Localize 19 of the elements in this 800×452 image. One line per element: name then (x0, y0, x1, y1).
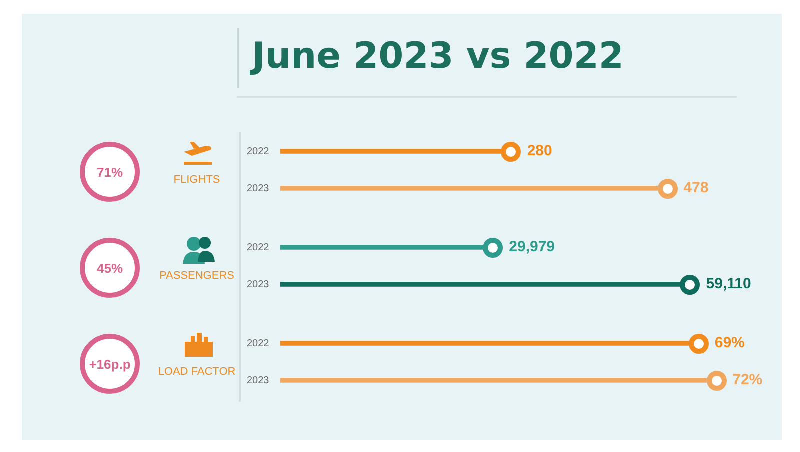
text: 71% (80, 142, 140, 202)
text: +16p.p (80, 334, 140, 394)
y-axis-title: FLIGHTS (172, 174, 222, 186)
text: 45% (80, 238, 140, 298)
text: June 2023 vs 2022 (252, 36, 624, 77)
y-tick-label: 2022 (246, 338, 270, 350)
y-tick-label: 2023 (246, 183, 270, 194)
y-axis-title: PASSENGERS (158, 270, 236, 282)
data-label: 72% (732, 372, 763, 389)
y-tick-label: 2022 (246, 242, 270, 254)
y-tick-label: 2023 (246, 375, 270, 386)
y-axis-title: LOAD FACTOR (157, 366, 237, 378)
y-tick-label: 2023 (246, 279, 270, 290)
data-label: 59,110 (706, 276, 752, 293)
data-label: 29,979 (509, 238, 556, 256)
y-tick-label: 2022 (246, 146, 270, 158)
data-label: 69% (714, 334, 745, 352)
data-label: 280 (527, 142, 552, 160)
data-label: 478 (684, 180, 709, 197)
